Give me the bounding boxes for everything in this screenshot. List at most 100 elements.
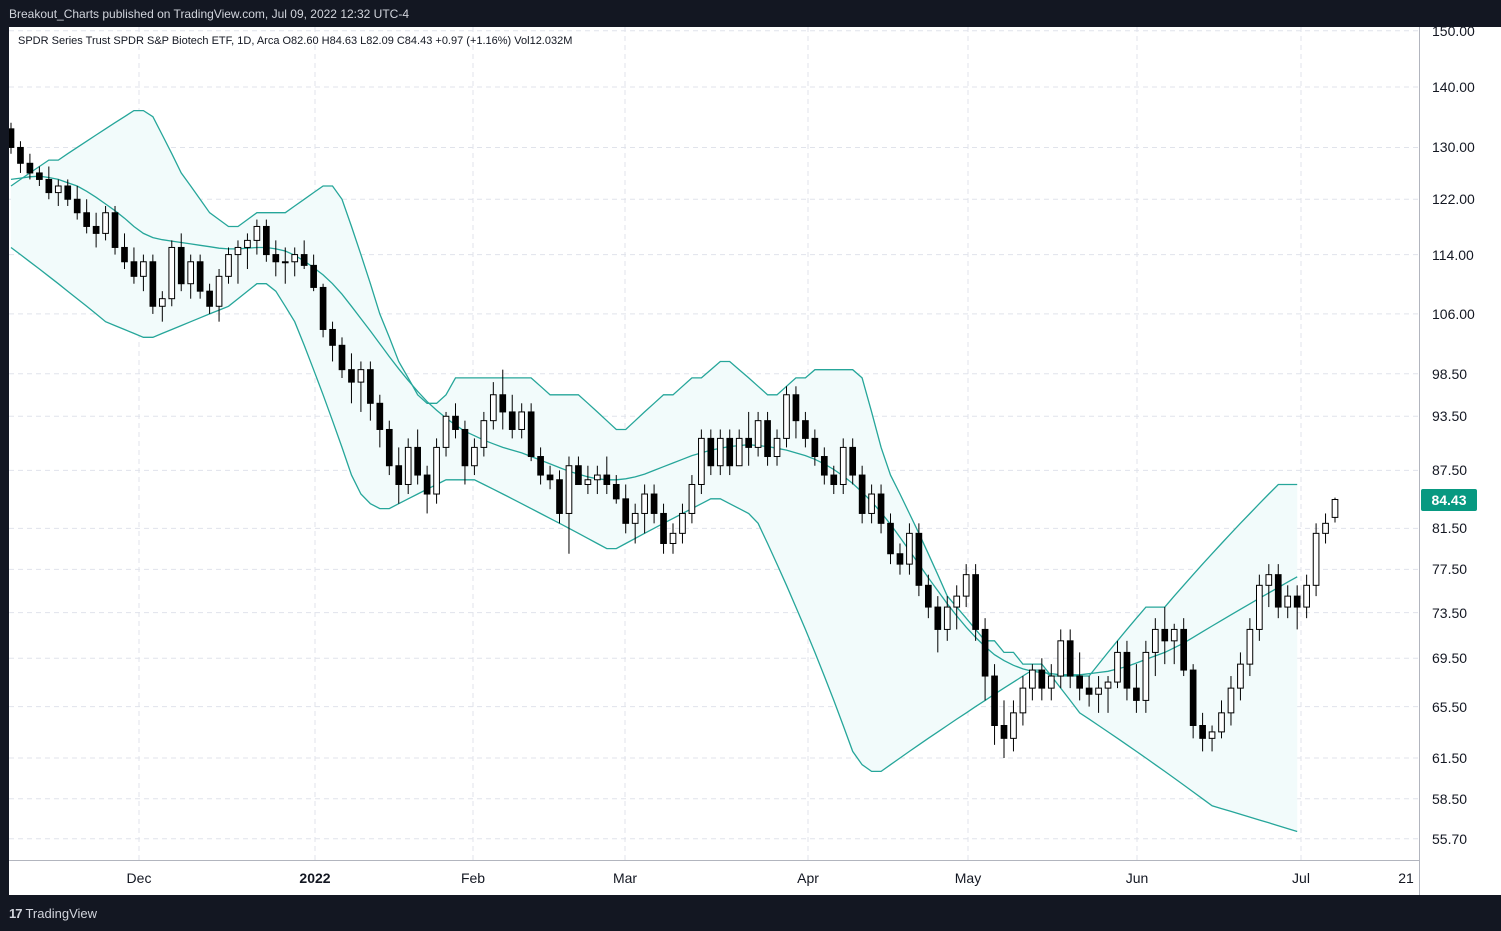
candle-body-down [811,437,819,458]
candle-body-down [726,437,734,467]
candle [83,199,90,234]
candle-body-down [177,246,185,285]
candle [1237,652,1244,701]
candle [423,465,431,514]
candle-body-up [868,493,875,514]
time-tick-label: 21 [1398,870,1414,886]
candle-body-up [943,606,951,630]
candle [537,447,544,485]
time-tick-label: Jun [1125,870,1149,886]
candle [244,233,251,270]
candle [849,438,857,485]
candle [679,503,686,544]
candle-body-up [1256,584,1263,630]
candle-body-down [367,369,374,404]
candle-body-down [603,474,611,485]
candle-body-up [253,225,261,241]
tradingview-logo[interactable]: 17 TradingView [9,906,97,921]
candle [385,420,393,476]
candle-body-down [272,254,280,263]
candle-body-down [849,446,857,476]
candle [433,438,440,504]
candle [877,484,885,534]
candle [612,475,620,504]
candle [73,185,81,220]
candle-body-down [45,178,53,194]
candle [953,585,961,630]
candle [1312,523,1320,597]
candlestick-chart[interactable] [9,27,1419,860]
candle-body-down [915,532,923,586]
candle [1246,618,1254,677]
candle-body-down [1180,628,1188,671]
candle-body-down [887,522,894,555]
candle [177,233,185,292]
candle [329,321,336,362]
candle-body-down [1293,595,1301,608]
candle [1180,618,1188,677]
candle [556,470,563,524]
candle [508,394,516,439]
candle-body-down [1000,724,1008,739]
publish-bar: Breakout_Charts published on TradingView… [0,0,1501,27]
candle [991,664,998,745]
candle [707,429,715,476]
candle-body-down [83,212,90,227]
candle [622,484,630,534]
candle-body-down [329,328,336,346]
candle [1142,640,1150,713]
candle [1265,564,1273,608]
candle [452,403,459,439]
candle [641,484,648,534]
candle-body-up [489,394,497,422]
candle [773,429,781,466]
candle [981,618,989,701]
candle-body-up [631,512,639,524]
candle [187,254,195,299]
candle-body-down [650,493,658,514]
candle [36,166,43,186]
price-tick-label: 150.00 [1432,22,1475,39]
candle [376,394,384,448]
candle [584,465,592,495]
time-tick-label: Jul [1292,870,1310,886]
candle [234,240,242,284]
time-tick-label: 2022 [299,870,331,886]
symbol-legend: SPDR Series Trust SPDR S&P Biotech ETF, … [18,35,573,47]
candle-body-up [102,212,109,234]
candle-body-down [1123,651,1131,689]
candle [764,411,771,466]
candle [735,429,743,467]
candle-body-down [896,553,904,565]
candle [357,361,365,412]
price-scale[interactable] [1420,27,1501,895]
candle-body-down [1161,628,1169,642]
candle-body-up [1057,640,1065,677]
candle [17,141,24,173]
candle-body-down [1199,724,1206,739]
price-tick-label: 98.50 [1432,365,1468,382]
candle-body-up [1218,712,1225,733]
time-tick-label: Apr [797,870,819,886]
candle-body-down [1133,687,1140,701]
candle-body-down [111,212,119,248]
candle [1151,618,1159,677]
candle-body-up [225,254,232,277]
candle-body-up [1265,574,1273,586]
candle [858,465,866,524]
candle-body-down [319,286,327,330]
candle-body-down [802,420,809,439]
candle [820,447,828,485]
candle-body-up [1010,712,1017,739]
candle-body-down [1085,687,1093,695]
candle-body-down [830,474,838,485]
candle-body-up [1284,595,1292,608]
time-scale[interactable] [9,861,1419,895]
price-tick-label: 73.50 [1432,604,1468,621]
candle-body-down [338,344,346,371]
candle [716,429,724,476]
candle-body-down [877,493,885,524]
candle-body-down [1066,640,1074,677]
price-tick-label: 77.50 [1432,561,1468,578]
candle-body-down [972,574,979,630]
